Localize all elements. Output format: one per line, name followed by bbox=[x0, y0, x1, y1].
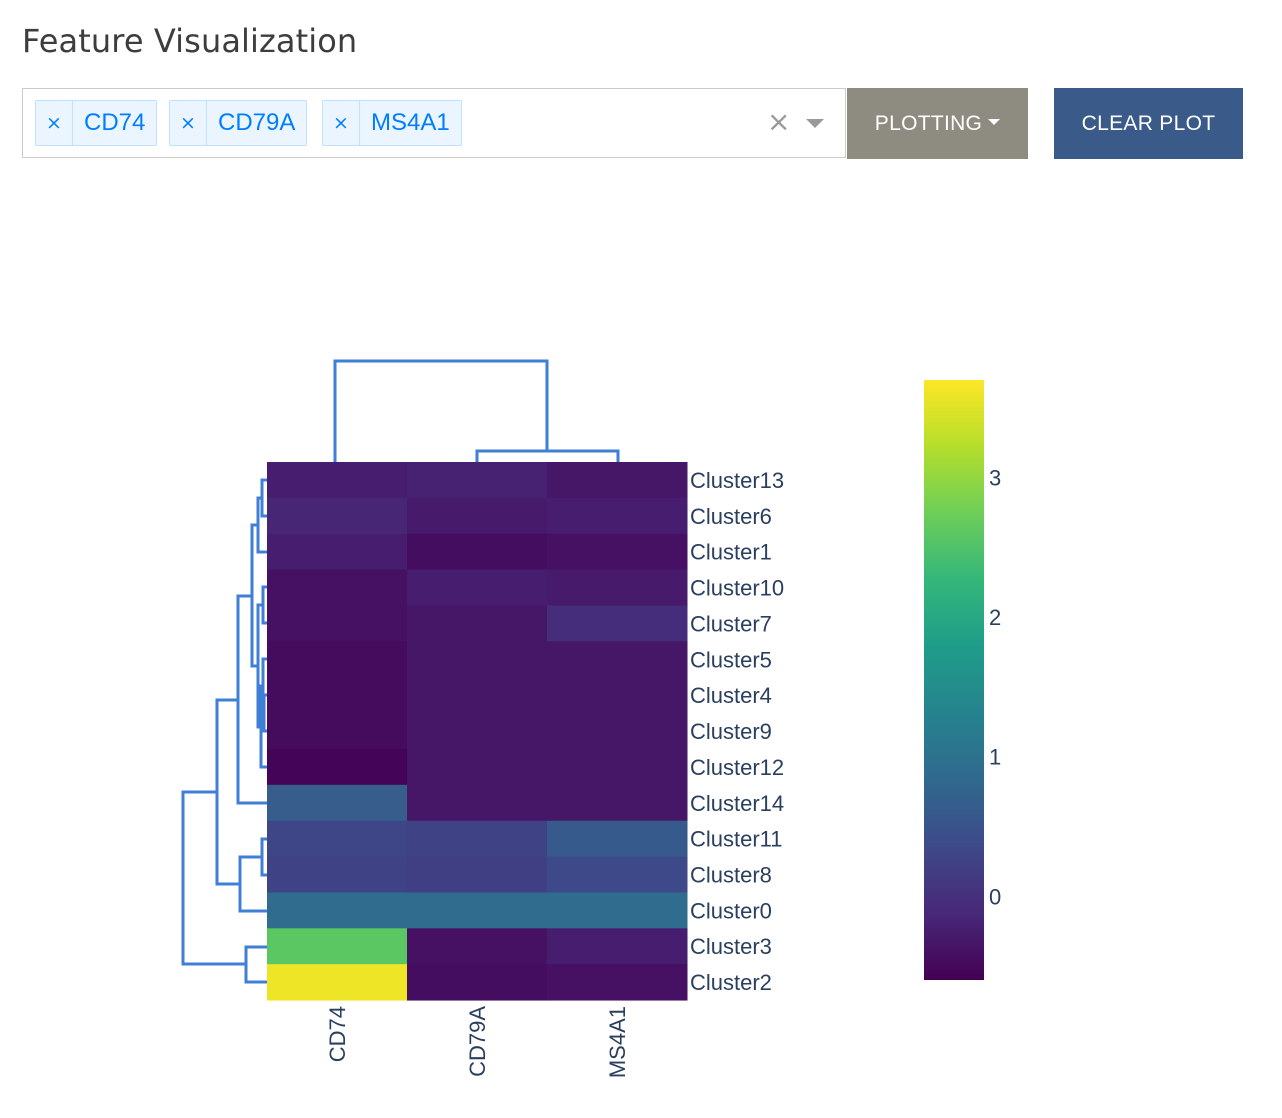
row-label: Cluster3 bbox=[690, 934, 772, 959]
row-label: Cluster10 bbox=[690, 576, 784, 601]
tag-label: CD74 bbox=[84, 109, 146, 136]
tag-label: CD79A bbox=[218, 109, 296, 136]
page-title: Feature Visualization bbox=[22, 22, 358, 60]
heatmap-cell bbox=[267, 928, 408, 965]
remove-cd79a-icon[interactable]: × bbox=[170, 101, 207, 145]
row-dendrogram-branch bbox=[181, 790, 246, 966]
remove-ms4a1-icon[interactable]: × bbox=[323, 101, 360, 145]
heatmap-cell bbox=[267, 641, 408, 678]
row-label: Cluster2 bbox=[690, 970, 772, 995]
heatmap-cell bbox=[407, 784, 548, 822]
heatmap-cell bbox=[547, 928, 688, 965]
heatmap-cell bbox=[407, 677, 548, 714]
heatmap-cell bbox=[547, 856, 688, 893]
remove-cd74-icon[interactable]: × bbox=[36, 101, 73, 145]
heatmap-cell bbox=[407, 713, 548, 750]
heatmap-cell bbox=[267, 856, 408, 893]
clear-all-icon[interactable]: × bbox=[767, 105, 791, 138]
heatmap-cell bbox=[407, 964, 548, 1001]
colorbar-tick-label: 2 bbox=[989, 605, 1001, 630]
heatmap-cell bbox=[267, 569, 408, 606]
heatmap-cell bbox=[407, 641, 548, 678]
heatmap-cell bbox=[267, 748, 408, 786]
heatmap-cell bbox=[267, 892, 408, 929]
heatmap-cell bbox=[547, 677, 688, 714]
tag-ms4a1: × MS4A1 bbox=[322, 100, 462, 146]
heatmap-cell bbox=[547, 605, 688, 642]
col-dendrogram-branch bbox=[333, 359, 549, 462]
column-label: MS4A1 bbox=[605, 1006, 630, 1078]
heatmap-cell bbox=[547, 892, 688, 929]
row-label: Cluster8 bbox=[690, 863, 772, 888]
dropdown-arrow-icon[interactable] bbox=[806, 119, 824, 128]
row-dendrogram-branch bbox=[244, 945, 267, 984]
row-label: Cluster6 bbox=[690, 504, 772, 529]
heatmap-cell bbox=[267, 497, 408, 535]
colorbar-tick-label: 3 bbox=[989, 466, 1001, 491]
heatmap-cell bbox=[407, 497, 548, 535]
row-label: Cluster13 bbox=[690, 468, 784, 493]
caret-down-icon bbox=[988, 118, 1001, 125]
row-label: Cluster1 bbox=[690, 540, 772, 565]
row-label: Cluster0 bbox=[690, 898, 772, 923]
heatmap-cell bbox=[547, 641, 688, 678]
heatmap-cell bbox=[407, 605, 548, 642]
heatmap-cell bbox=[407, 928, 548, 965]
heatmap-cell bbox=[547, 784, 688, 822]
heatmap-cell bbox=[407, 856, 548, 893]
feature-multiselect[interactable]: × CD74 × CD79A × MS4A1 × bbox=[22, 88, 846, 158]
heatmap-cell bbox=[267, 784, 408, 822]
tag-label: MS4A1 bbox=[371, 109, 450, 136]
row-label: Cluster5 bbox=[690, 647, 772, 672]
row-dendrogram-branch bbox=[261, 585, 267, 625]
heatmap-cell bbox=[267, 462, 408, 499]
colorbar-tick-label: 1 bbox=[989, 745, 1001, 770]
heatmap-cell bbox=[267, 820, 408, 858]
heatmap-cell bbox=[547, 964, 688, 1001]
heatmap-cell bbox=[267, 605, 408, 642]
clear-plot-button[interactable]: CLEAR PLOT bbox=[1054, 88, 1243, 159]
heatmap-cell bbox=[547, 748, 688, 786]
column-label: CD79A bbox=[465, 1006, 490, 1077]
heatmap-cell bbox=[407, 892, 548, 929]
row-label: Cluster7 bbox=[690, 611, 772, 636]
tag-cd79a: × CD79A bbox=[169, 100, 308, 146]
heatmap-cell bbox=[547, 462, 688, 499]
heatmap-cell bbox=[407, 569, 548, 606]
heatmap-cell bbox=[547, 497, 688, 535]
plotting-label: PLOTTING bbox=[874, 111, 983, 135]
heatmap-cell bbox=[547, 569, 688, 606]
row-label: Cluster4 bbox=[690, 683, 772, 708]
row-label: Cluster12 bbox=[690, 755, 784, 780]
row-dendrogram-branch bbox=[260, 837, 267, 877]
heatmap-cell bbox=[407, 533, 548, 571]
heatmap-cell bbox=[267, 713, 408, 750]
heatmap-cell bbox=[267, 964, 408, 1001]
heatmap-cell bbox=[267, 677, 408, 714]
row-dendrogram-branch bbox=[260, 478, 267, 518]
row-label: Cluster9 bbox=[690, 719, 772, 744]
colorbar-tick-label: 0 bbox=[989, 884, 1001, 909]
dendrogram bbox=[181, 359, 620, 984]
heatmap-cell bbox=[547, 713, 688, 750]
col-dendrogram-branch bbox=[475, 449, 620, 462]
heatmap-cell bbox=[547, 533, 688, 571]
heatmap-cell bbox=[547, 820, 688, 858]
colorbar bbox=[924, 380, 984, 980]
heatmap-cell bbox=[407, 462, 548, 499]
heatmap-cell bbox=[407, 820, 548, 858]
heatmap-cell bbox=[407, 748, 548, 786]
tag-cd74: × CD74 bbox=[35, 100, 158, 146]
row-label: Cluster14 bbox=[690, 791, 784, 816]
heatmap-cell bbox=[267, 533, 408, 571]
column-label: CD74 bbox=[325, 1006, 350, 1062]
row-label: Cluster11 bbox=[690, 827, 783, 852]
plotting-dropdown-button[interactable]: PLOTTING bbox=[847, 88, 1028, 159]
